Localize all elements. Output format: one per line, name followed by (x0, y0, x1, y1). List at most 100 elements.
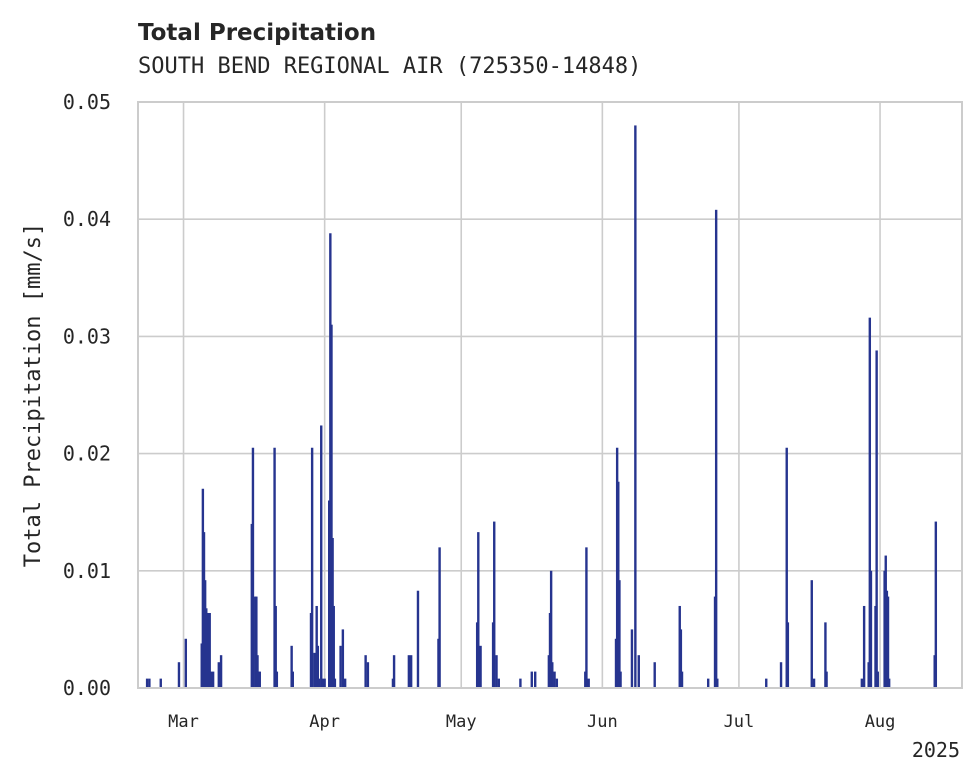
precipitation-bar (177, 662, 181, 688)
y-tick-label: 0.00 (63, 676, 111, 700)
x-axis-year-label: 2025 (912, 738, 960, 762)
precipitation-bar (407, 655, 411, 688)
precipitation-bar (323, 678, 326, 688)
x-tick-label: Mar (168, 712, 199, 732)
precipitation-bar (549, 570, 553, 688)
precipitation-bar (824, 622, 827, 688)
precipitation-bar (333, 678, 337, 688)
precipitation-bar (553, 671, 556, 688)
precipitation-bar (534, 671, 537, 688)
precipitation-bar (585, 547, 588, 688)
y-tick-label: 0.04 (63, 207, 111, 231)
precipitation-bar (868, 317, 872, 688)
precipitation-bar (321, 678, 324, 688)
precipitation-bar (255, 596, 258, 688)
precipitation-bar (366, 662, 370, 688)
y-tick-label: 0.01 (63, 559, 111, 583)
precipitation-bar (630, 629, 634, 688)
precipitation-bar (887, 678, 891, 688)
precipitation-bar (934, 521, 938, 688)
y-tick-label: 0.05 (63, 90, 111, 114)
precipitation-bar (680, 671, 684, 688)
precipitation-bar (785, 447, 788, 688)
precipitation-bar (273, 447, 276, 688)
precipitation-bar (251, 447, 255, 688)
precipitation-bar (313, 652, 316, 688)
precipitation-bar (551, 662, 554, 688)
plot-frame (137, 101, 963, 689)
precipitation-bar (316, 645, 320, 688)
x-tick-label: Jul (724, 712, 755, 732)
precipitation-bar (364, 655, 367, 688)
x-tick-label: Apr (309, 712, 340, 732)
precipitation-bar (619, 671, 622, 688)
precipitation-bar (275, 671, 279, 688)
chart-title: Total Precipitation (138, 20, 376, 46)
precipitation-bar (219, 655, 223, 688)
precipitation-bar (825, 671, 828, 688)
precipitation-bar (519, 678, 522, 688)
precipitation-bar (714, 209, 718, 688)
precipitation-bar (206, 612, 209, 688)
precipitation-bar (786, 622, 790, 688)
precipitation-bar (310, 447, 314, 688)
precipitation-bar (343, 678, 347, 688)
precipitation-bar (438, 547, 441, 688)
precipitation-bar (716, 678, 719, 688)
precipitation-bar (653, 662, 656, 688)
chart-subtitle: SOUTH BEND REGIONAL AIR (725350-14848) (138, 54, 641, 79)
precipitation-bar (320, 425, 323, 688)
x-tick-label: Jun (587, 712, 618, 732)
precipitation-bar (211, 671, 215, 688)
precipitation-bar (634, 125, 637, 688)
precipitation-bar (706, 678, 710, 688)
y-axis-label: Total Precipitation [mm/s] (21, 223, 46, 567)
precipitation-bar (209, 671, 213, 688)
precipitation-bar (477, 532, 480, 688)
precipitation-bars (145, 125, 938, 688)
precipitation-bar (886, 596, 890, 688)
precipitation-bar (810, 580, 813, 688)
x-tick-label: May (446, 712, 477, 732)
precipitation-bar (145, 678, 149, 688)
precipitation-bar (416, 590, 420, 688)
y-tick-label: 0.03 (63, 324, 111, 348)
precipitation-bar (862, 605, 866, 688)
precipitation-bar (876, 671, 879, 688)
x-axis-ticks: Mar Apr May Jun Jul Aug (168, 712, 895, 732)
precipitation-bar (290, 645, 293, 688)
precipitation-bar (765, 678, 768, 688)
precipitation-bar (495, 655, 498, 688)
precipitation-bar (479, 645, 482, 688)
precipitation-bar (184, 638, 188, 688)
y-axis-ticks: 0.00 0.01 0.02 0.03 0.04 0.05 (63, 90, 111, 700)
precipitation-bar (339, 645, 342, 688)
precipitation-bar (217, 662, 221, 688)
precipitation-bar (587, 678, 590, 688)
y-tick-label: 0.02 (63, 442, 111, 466)
precipitation-bar (341, 629, 345, 688)
precipitation-bar (860, 678, 864, 688)
precipitation-bar (159, 678, 162, 688)
precipitation-bar (148, 678, 151, 688)
precipitation-bar (530, 671, 533, 688)
precipitation-bar (330, 324, 333, 688)
precipitation-bar (332, 605, 335, 688)
x-tick-label: Aug (865, 712, 896, 732)
precipitation-bar (812, 678, 816, 688)
precipitation-bar (637, 655, 640, 688)
precipitation-bar (555, 678, 559, 688)
precipitation-bar (869, 570, 873, 688)
precipitation-bar (274, 605, 277, 688)
precipitation-bar (258, 671, 261, 688)
precipitation-bar (208, 612, 211, 688)
precipitation-bar (875, 350, 878, 688)
precipitation-bar (497, 678, 500, 688)
precipitation-bar (291, 671, 294, 688)
precipitation-bar (679, 629, 683, 688)
precipitation-bar (392, 655, 396, 688)
precipitation-bar (409, 655, 413, 688)
precipitation-bar (779, 662, 783, 688)
precipitation-bar (493, 521, 496, 688)
